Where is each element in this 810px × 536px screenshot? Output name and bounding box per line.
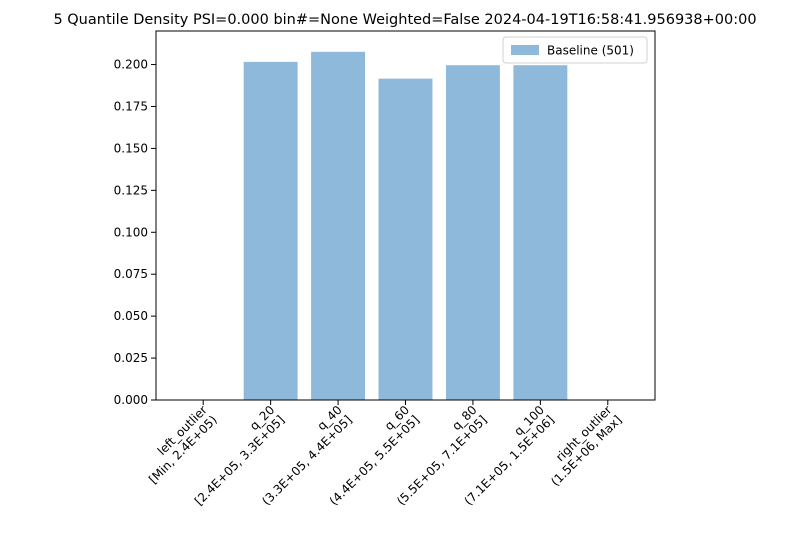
legend-box (502, 36, 648, 64)
legend-label: Baseline (501) (547, 44, 634, 58)
chart-title: 5 Quantile Density PSI=0.000 bin#=None W… (53, 12, 756, 28)
x-tick-label: left_outlier[Min, 2.4E+05) (136, 403, 220, 487)
y-tick-label: 0.125 (114, 183, 148, 197)
bar-q-20 (243, 61, 298, 400)
y-tick-label: 0.025 (114, 351, 148, 365)
plot-frame (155, 30, 656, 401)
x-tick-label: right_outlier(1.5E+06, Max] (538, 403, 624, 489)
x-axis: left_outlier[Min, 2.4E+05) q_20[2.4E+05, … (136, 400, 624, 508)
y-tick-label: 0.000 (114, 393, 148, 407)
bars-group (243, 51, 568, 400)
bar-q-40 (311, 51, 366, 400)
y-tick-label: 0.200 (114, 58, 148, 72)
bar-q-100 (513, 65, 568, 400)
legend: Baseline (501) (502, 36, 648, 64)
y-axis: 0.000 0.025 0.050 0.075 0.100 0.125 0.150 0.175… (114, 58, 156, 407)
y-tick-label: 0.075 (114, 267, 148, 281)
bar-q-60 (378, 78, 433, 400)
y-tick-label: 0.150 (114, 141, 148, 155)
y-tick-label: 0.100 (114, 225, 148, 239)
y-tick-label: 0.050 (114, 309, 148, 323)
legend-swatch (511, 45, 539, 55)
bar-q-80 (445, 65, 500, 400)
y-tick-label: 0.175 (114, 99, 148, 113)
